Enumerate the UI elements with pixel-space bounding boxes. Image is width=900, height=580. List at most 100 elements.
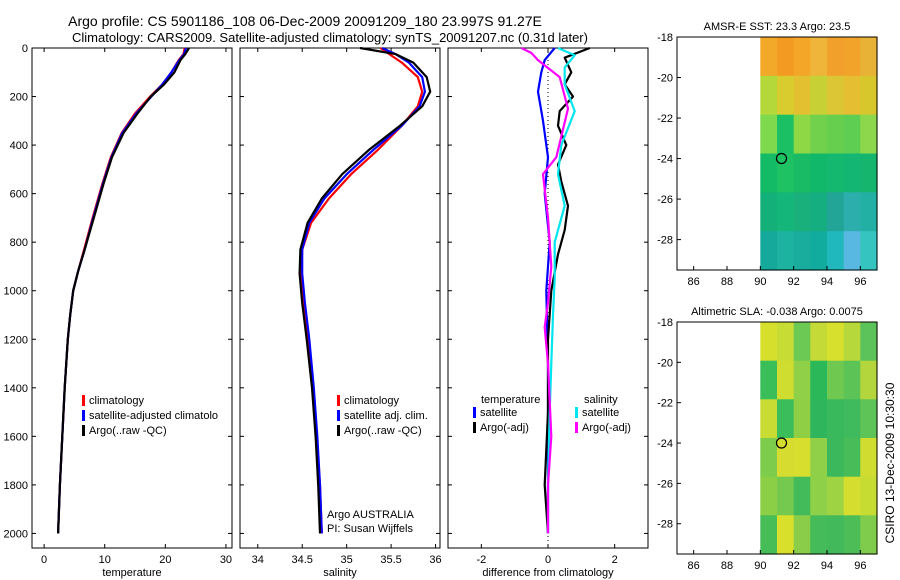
sla-map-cell [777,476,795,516]
salinity-series-argo [298,46,432,534]
salinity-panel: 34 34.5 35 35.5 36 salinity climatology satelli… [239,46,442,579]
sst-map-cell [793,192,811,232]
sst-map-cell [793,231,811,271]
sst-map-ytick-label: -28 [657,235,673,247]
salinity-xtick-label: 34.5 [292,554,313,566]
sla-map-cell [843,399,861,439]
sst-map-cell [810,192,828,232]
difference-temp-legend-label-argo-adj: Argo(-adj) [480,422,529,434]
sst-map-xtick-label: 86 [688,276,700,288]
sst-map-cell [860,37,878,77]
difference-temp-legend-swatch-satellite [473,407,476,418]
difference-xtick-label: 0 [545,554,551,566]
sla-map-cell [860,438,878,478]
sla-map-ytick-label: -24 [657,438,673,450]
sla-map-cell [860,399,878,439]
sst-map-xtick-label: 94 [821,276,833,288]
temperature-ytick-label: 200 [10,92,28,104]
sla-map-cell [760,360,778,400]
sla-map-cell [827,438,845,478]
sla-map-cell [793,360,811,400]
temperature-ytick-label: 1600 [4,431,28,443]
sla-map-cell [777,438,795,478]
temperature-ytick-label: 1000 [4,286,28,298]
sla-map-cell [860,322,878,362]
temperature-panel: 0 10 20 30 0 200 400 600 800 1000 1200 1400 1600 1800… [4,43,233,579]
sst-map-xtick-label: 88 [721,276,733,288]
salinity-axes-frame [239,47,441,549]
salinity-legend-swatch-argo-raw-qc [337,425,340,436]
sla-map-cell [760,476,778,516]
sla-map-cell [843,515,861,555]
difference-temp-legend-swatch-argo-adj [473,422,476,433]
sst-map-cell [827,75,845,116]
sst-map-cell [793,37,811,77]
difference-sal-legend-label-argo-adj: Argo(-adj) [582,422,631,434]
sst-map-cell [793,75,811,116]
sst-map-cell [843,192,861,232]
difference-temp-legend-label-satellite: satellite [480,407,517,419]
salinity-xlabel: salinity [323,567,357,579]
sla-map-xtick-label: 94 [821,560,833,572]
sst-map-axes-border [676,36,878,271]
sst-map-cell [860,75,878,116]
figure-title-line2: Climatology: CARS2009. Satellite-adjuste… [72,30,588,45]
sst-map-cell [793,153,811,193]
difference-legend-title-salinity: salinity [584,394,618,406]
temperature-xtick-label: 0 [41,554,47,566]
temperature-ytick-label: 1400 [4,383,28,395]
sst-map-cell [843,231,861,271]
salinity-xtick-label: 34 [252,554,264,566]
sst-map-ytick-label: -20 [657,73,673,85]
sla-map-cell [827,360,845,400]
temperature-ytick-label: 800 [10,237,28,249]
sst-map-ytick-label: -18 [657,32,673,44]
salinity-legend-label-argo-raw-qc: Argo(..raw -QC) [344,425,422,437]
sst-map-cell [843,153,861,193]
sst-map-cell [827,153,845,193]
sla-map-xtick-label: 86 [688,560,700,572]
sst-map-cell [860,231,878,271]
sla-map-cell [827,476,845,516]
sst-map-cell [843,37,861,77]
sla-map-xtick-label: 88 [721,560,733,572]
sla-map-cell [793,515,811,555]
sla-map-xtick-label: 92 [788,560,800,572]
sst-map-ytick-label: -22 [657,113,673,125]
temperature-legend-label-satellite-adjusted-climatolo: satellite-adjusted climatolo [89,410,218,422]
sla-map-cell [777,515,795,555]
sst-map-cell [827,37,845,77]
sst-map-cell [777,231,795,271]
temperature-legend-label-argo-raw-qc: Argo(..raw -QC) [89,425,167,437]
salinity-legend-swatch-satellite-adj-clim [337,410,340,421]
sst-map-xtick-label: 92 [788,276,800,288]
salinity-xtick-label: 35.5 [380,554,401,566]
temperature-xtick-label: 30 [220,554,232,566]
temperature-legend-swatch-satellite-adjusted-climatolo [82,410,85,421]
temperature-ytick-label: 1800 [4,480,28,492]
sst-map-cell [860,153,878,193]
sla-map-axes-border [676,321,878,555]
temperature-xtick-label: 20 [159,554,171,566]
sla-map-cell [810,438,828,478]
sst-map-cell [810,75,828,116]
sla-map-xtick-label: 96 [854,560,866,572]
sla-map-cell [793,399,811,439]
sst-map-cell [827,114,845,155]
sst-map-cell [843,75,861,116]
sla-map-title: Altimetric SLA: -0.038 Argo: 0.0075 [691,306,863,318]
sla-map-cell [760,438,778,478]
temperature-axes-frame [31,47,233,549]
sla-map-xtick-label: 90 [754,560,766,572]
salinity-xtick-label: 35 [341,554,353,566]
timestamp-side-label: CSIRO 13-Dec-2009 10:30:30 [883,382,897,543]
sla-map-cell [760,515,778,555]
sst-map-cell [760,192,778,232]
sst-map-cell [777,153,795,193]
sst-map-cell [860,192,878,232]
temperature-ytick-label: 400 [10,140,28,152]
temperature-series-argo [57,47,190,534]
temperature-legend-swatch-climatology [82,395,85,406]
sst-map-panel: 86 88 90 92 94 96 -18 -20 -22 -24 -26 -28 AMSR-E SST… [657,21,878,288]
